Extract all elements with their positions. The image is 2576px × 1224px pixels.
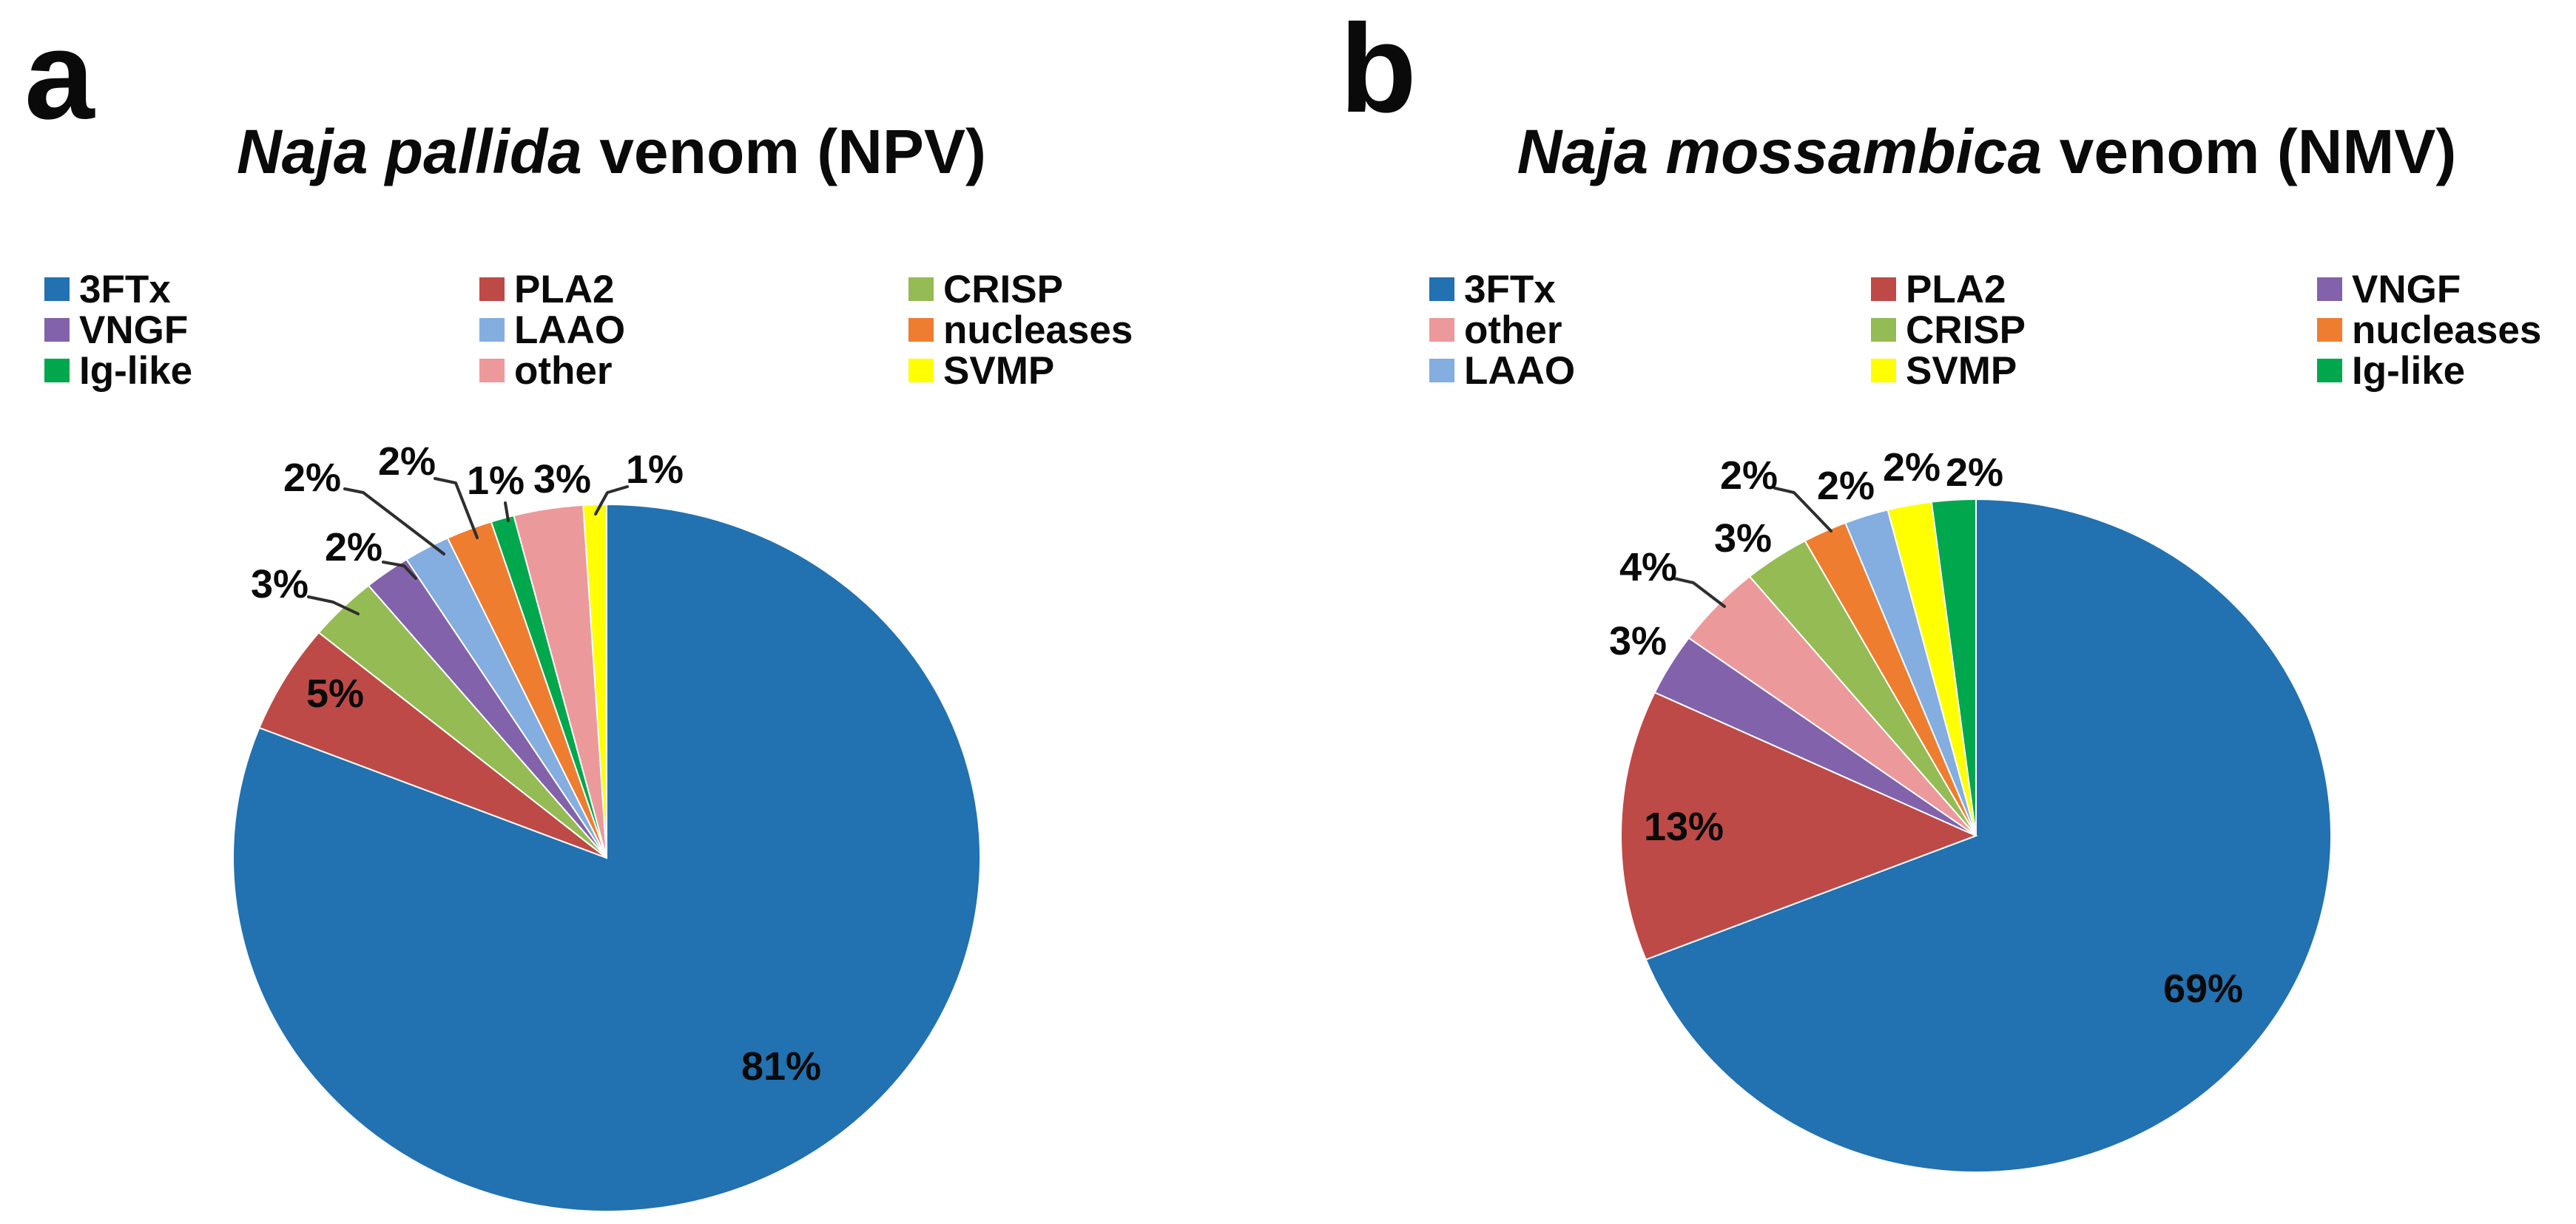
pie-slice-pla2 [1620,691,1978,961]
slice-label-crisp: 3% [251,562,308,606]
slice-label-vngf: 2% [325,525,382,569]
slice-label-3ftx: 69% [2163,967,2243,1011]
slice-label-vngf: 3% [1609,619,1667,663]
leader-line-laao [343,487,445,555]
slice-label-nucleases: 2% [378,439,436,484]
leader-line-ig-like [504,501,510,522]
slice-label-svmp: 2% [1883,445,1941,490]
species-name-italic: Naja pallida [237,117,582,186]
pie-chart-b: 69%13%3%4%3%2% 2% 2% 2% [1609,445,2332,1173]
slice-label-other: 4% [1619,545,1677,589]
leader-line-other [1673,577,1726,608]
slice-label-laao: 2% [1817,464,1875,508]
slice-label-pla2: 13% [1644,805,1724,849]
panel-a: a Naja pallida venom (NPV) 3FTx PLA2 CRISP… [0,5,1255,1212]
slice-label-3ftx: 81% [741,1044,821,1089]
slice-label-other: 3% [533,457,591,501]
slice-label-svmp: 1% [626,447,684,492]
slice-label-crisp: 3% [1714,516,1772,561]
leader-line-nucleases [434,477,479,539]
panel-letter-b: b [1340,0,1417,139]
title-rest: venom (NMV) [2042,117,2457,186]
leader-line-nucleases [1773,487,1832,532]
pie-slice-ig-like [1930,498,1977,836]
slice-label-nucleases: 2% [1720,453,1778,498]
leader-line-vngf [382,561,417,580]
pie-chart-a: 81%5%3%2%2% 2% 1% 3% 1% [232,439,981,1212]
leader-line-svmp [594,485,629,515]
title-rest: venom (NPV) [581,117,986,186]
species-name-italic: Naja mossambica [1517,117,2043,186]
pie-slice-pla2 [258,631,607,859]
panel-title-npv: Naja pallida venom (NPV) [0,121,1255,183]
panel-b: b Naja mossambica venom (NMV) 3FTx PLA2 VN… [1288,0,2576,1224]
leader-line-crisp [307,595,360,615]
slice-label-pla2: 5% [306,672,364,716]
panel-title-nmv: Naja mossambica venom (NMV) [1343,121,2576,183]
slice-label-laao: 2% [283,456,341,500]
slice-label-ig-like: 1% [467,459,525,503]
slice-label-ig-like: 2% [1946,450,2003,495]
panel-letter-a: a [24,5,95,146]
pie-slice-3ftx [1645,498,2332,1173]
pie-slice-svmp [582,503,607,859]
